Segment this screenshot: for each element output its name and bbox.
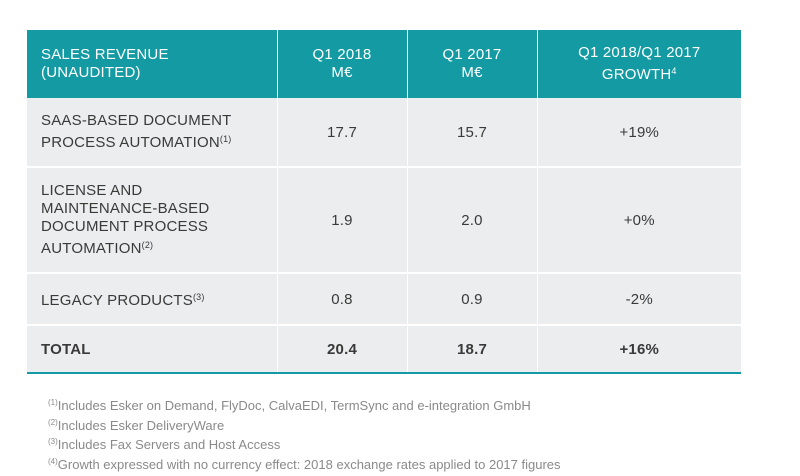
footnote-ref: (1) — [219, 134, 232, 144]
cell-q1-2017: 0.9 — [407, 273, 538, 326]
cell-growth: +19% — [537, 98, 741, 168]
sales-revenue-table: SALES REVENUE (UNAUDITED) Q1 2018 M€ Q1 … — [27, 30, 741, 374]
footnote-text: Includes Fax Servers and Host Access — [57, 437, 281, 452]
footnote-2: (2)Includes Esker DeliveryWare — [48, 415, 561, 435]
footnote-3: (3)Includes Fax Servers and Host Access — [48, 434, 561, 454]
total-growth: +16% — [537, 324, 741, 374]
table-row: SAAS-BASED DOCUMENT PROCESS AUTOMATION(1… — [27, 98, 741, 168]
footnote-ref: 4 — [671, 66, 677, 76]
cell-q1-2018: 0.8 — [277, 273, 408, 326]
header-text: Q1 2018/Q1 2017 — [578, 44, 701, 61]
header-text: Q1 2018 — [312, 46, 372, 63]
cell-q1-2017: 2.0 — [407, 167, 538, 274]
footnote-ref: (2) — [141, 240, 154, 250]
footnote-1: (1)Includes Esker on Demand, FlyDoc, Cal… — [48, 395, 561, 415]
footnotes: (1)Includes Esker on Demand, FlyDoc, Cal… — [48, 395, 561, 473]
row-label: LICENSE AND MAINTENANCE-BASED DOCUMENT P… — [27, 167, 278, 274]
total-label: TOTAL — [27, 324, 278, 374]
cell-q1-2017: 15.7 — [407, 98, 538, 168]
table-row: LEGACY PRODUCTS(3) 0.8 0.9 -2% — [27, 273, 741, 326]
row-label-text: PROCESS AUTOMATION — [41, 134, 220, 151]
row-label-text: LEGACY PRODUCTS — [41, 292, 193, 309]
header-growth: Q1 2018/Q1 2017 GROWTH4 — [537, 30, 741, 98]
footnote-mark: (3) — [48, 437, 58, 446]
cell-q1-2018: 1.9 — [277, 167, 408, 274]
row-label-text: MAINTENANCE-BASED — [41, 200, 210, 217]
row-label-text: DOCUMENT PROCESS — [41, 218, 209, 235]
row-label-text: SAAS-BASED DOCUMENT — [41, 112, 232, 129]
header-sales-revenue: SALES REVENUE (UNAUDITED) — [27, 30, 278, 98]
cell-q1-2018: 17.7 — [277, 98, 408, 168]
header-text: SALES REVENUE — [41, 46, 169, 63]
footnote-text: Includes Esker on Demand, FlyDoc, CalvaE… — [57, 398, 531, 413]
footnote-mark: (4) — [48, 456, 58, 466]
header-text: (UNAUDITED) — [41, 64, 141, 81]
footnote-4: (4)Growth expressed with no currency eff… — [48, 454, 561, 474]
footnote-mark: (1) — [48, 398, 58, 407]
table-header-row: SALES REVENUE (UNAUDITED) Q1 2018 M€ Q1 … — [27, 30, 741, 98]
cell-growth: -2% — [537, 273, 741, 326]
total-q1-2018: 20.4 — [277, 324, 408, 374]
cell-growth: +0% — [537, 167, 741, 274]
header-text: GROWTH — [601, 66, 672, 83]
row-label: SAAS-BASED DOCUMENT PROCESS AUTOMATION(1… — [27, 98, 278, 168]
table-row: LICENSE AND MAINTENANCE-BASED DOCUMENT P… — [27, 167, 741, 274]
row-label-text: AUTOMATION — [41, 240, 142, 257]
header-text: M€ — [331, 64, 353, 81]
footnote-ref: (3) — [192, 292, 205, 302]
row-label-text: LICENSE AND — [41, 182, 143, 199]
footnote-text: Growth expressed with no currency effect… — [57, 456, 561, 472]
header-text: Q1 2017 — [442, 46, 502, 63]
header-q1-2017: Q1 2017 M€ — [407, 30, 538, 98]
total-row: TOTAL 20.4 18.7 +16% — [27, 324, 741, 374]
total-q1-2017: 18.7 — [407, 324, 538, 374]
footnote-text: Includes Esker DeliveryWare — [57, 417, 225, 433]
header-text: M€ — [461, 64, 483, 81]
row-label: LEGACY PRODUCTS(3) — [27, 273, 278, 326]
footnote-mark: (2) — [48, 417, 58, 427]
header-q1-2018: Q1 2018 M€ — [277, 30, 408, 98]
